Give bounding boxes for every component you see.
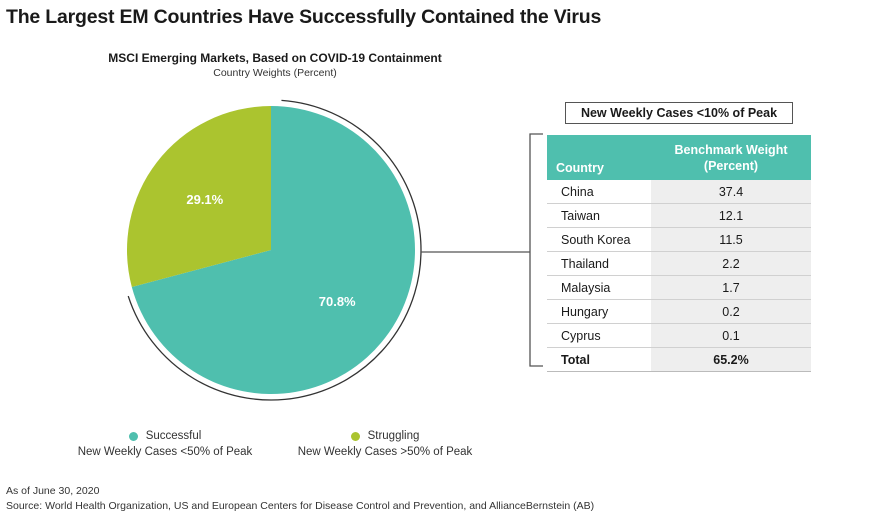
country-cell: Malaysia [547,275,651,300]
table-header-row: Country Benchmark Weight (Percent) [547,135,811,180]
benchmark-table: Country Benchmark Weight (Percent) China… [547,135,811,372]
table-row: Hungary 0.2 [547,299,811,324]
country-cell: China [547,180,651,204]
header-weight-line1: Benchmark Weight [674,142,788,157]
legend-detail-struggling: New Weekly Cases >50% of Peak [297,446,473,458]
chart-title: MSCI Emerging Markets, Based on COVID-19… [108,51,442,65]
table-row: Cyprus 0.1 [547,323,811,348]
table-row: Malaysia 1.7 [547,275,811,300]
total-value-cell: 65.2% [651,347,811,372]
successful-outline-arc [127,99,422,401]
pie-slice-struggling [127,106,271,287]
header-country: Country [547,135,651,180]
legend-struggling: Struggling New Weekly Cases >50% of Peak [280,430,490,458]
legend-name-successful: Successful [145,430,202,442]
weight-cell: 2.2 [651,251,811,276]
country-cell: Cyprus [547,323,651,348]
legend-dot-successful [128,431,138,441]
country-cell: Hungary [547,299,651,324]
legend-successful: Successful New Weekly Cases <50% of Peak [60,430,270,458]
pie-label-successful: 70.8% [319,294,356,309]
pie-slices [127,106,416,394]
country-cell: South Korea [547,227,651,252]
weight-cell: 37.4 [651,180,811,204]
table-row: South Korea 11.5 [547,227,811,252]
weight-cell: 0.1 [651,323,811,348]
pie-labels: 70.8% 29.1% [186,192,356,309]
country-cell: Thailand [547,251,651,276]
country-cell: Taiwan [547,203,651,228]
as-of-date: As of June 30, 2020 [6,485,100,497]
table-row: Taiwan 12.1 [547,203,811,228]
total-label-cell: Total [547,347,651,372]
table-row: Thailand 2.2 [547,251,811,276]
weight-cell: 11.5 [651,227,811,252]
weight-cell: 12.1 [651,203,811,228]
table-label: New Weekly Cases <10% of Peak [565,102,793,124]
header-weight: Benchmark Weight (Percent) [651,135,811,180]
legend-detail-successful: New Weekly Cases <50% of Peak [77,446,253,458]
weight-cell: 0.2 [651,299,811,324]
legend-dot-struggling [350,431,360,441]
pie-slice-successful [131,106,416,394]
page-title: The Largest EM Countries Have Successful… [6,6,602,28]
table-total-row: Total 65.2% [547,347,811,372]
chart-subtitle: Country Weights (Percent) [213,67,337,79]
source-note: Source: World Health Organization, US an… [6,500,595,512]
header-weight-line2: (Percent) [703,158,759,173]
weight-cell: 1.7 [651,275,811,300]
connector-bracket [421,133,543,367]
pie-label-struggling: 29.1% [186,192,223,207]
table-row: China 37.4 [547,180,811,204]
legend-name-struggling: Struggling [367,430,420,442]
footnotes: As of June 30, 2020 Source: World Health… [6,484,594,514]
